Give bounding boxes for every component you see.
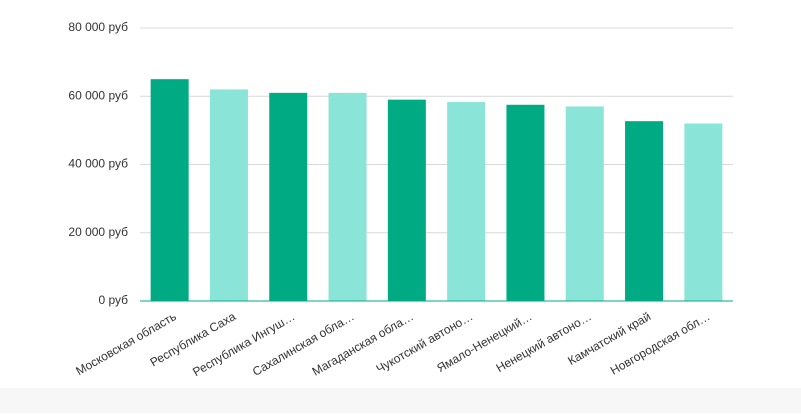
bar	[565, 106, 604, 301]
x-tick-label: Московская область	[73, 309, 178, 378]
x-tick-label: Республика Ингуш…	[190, 309, 297, 379]
x-tick-label: Магаданская обла…	[310, 309, 416, 378]
y-tick-label: 60 000 руб	[68, 88, 128, 102]
bar	[625, 121, 664, 301]
bar	[447, 102, 486, 302]
bar	[209, 89, 248, 301]
bar	[269, 92, 308, 302]
bar	[328, 92, 367, 302]
x-tick-label: Сахалинская обла…	[250, 309, 357, 379]
bar	[150, 79, 189, 301]
x-tick-label: Новгородская обл…	[608, 309, 713, 377]
y-tick-label: 80 000 руб	[68, 20, 128, 34]
bar	[506, 104, 545, 301]
bar	[684, 123, 723, 301]
y-tick-label: 0 руб	[98, 293, 128, 307]
y-tick-label: 40 000 руб	[68, 157, 128, 171]
x-tick-label: Чукотский автоно…	[374, 309, 476, 376]
bar	[387, 99, 426, 301]
footer-strip	[0, 388, 801, 413]
y-tick-label: 20 000 руб	[68, 225, 128, 239]
